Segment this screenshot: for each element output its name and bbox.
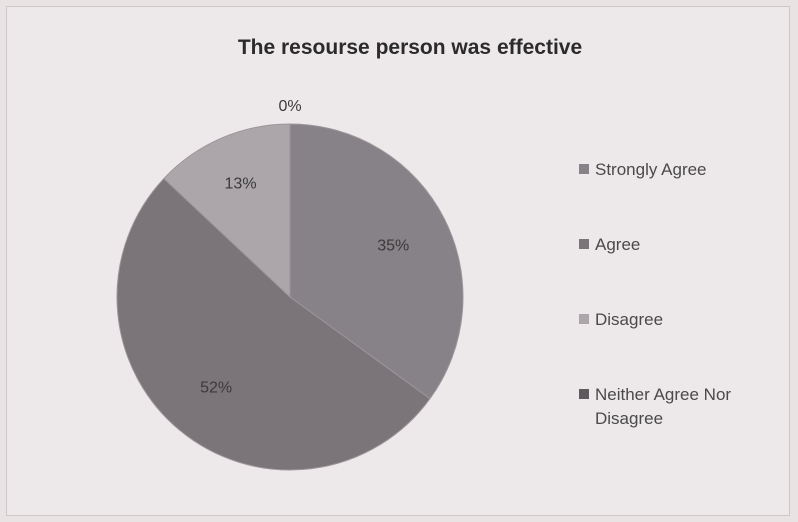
legend: Strongly Agree Agree Disagree Neither Agree… [579,158,785,458]
legend-item-strongly-agree: Strongly Agree [579,158,785,233]
legend-label-disagree: Disagree [595,310,664,329]
pie-data-labels: 35% 52% 13% 0% [200,98,409,396]
pie-slice-agree [116,177,431,471]
legend-swatch-disagree [579,314,589,324]
pie-slice-strongly-agree [289,123,464,400]
pie-slice-disagree [163,123,291,299]
legend-swatch-strongly-agree [579,164,589,174]
data-label-neither-agree-nor-disagree: 0% [278,98,301,115]
legend-item-disagree: Disagree [579,308,785,383]
data-label-disagree: 13% [225,176,257,193]
legend-label-agree: Agree [595,235,641,254]
legend-label-strongly-agree: Strongly Agree [595,160,707,179]
chart-title: The resourse person was effective [237,36,583,59]
legend-label-neither-agree-nor-disagree: Neither Agree Nor Disagree [595,385,732,428]
data-label-agree: 52% [200,379,232,396]
data-label-strongly-agree: 35% [377,237,409,254]
legend-item-agree: Agree [579,233,785,308]
legend-swatch-agree [579,239,589,249]
legend-item-neither-agree-nor-disagree: Neither Agree Nor Disagree [579,383,785,458]
legend-swatch-neither-agree-nor-disagree [579,389,589,399]
pie-slices [116,123,464,471]
